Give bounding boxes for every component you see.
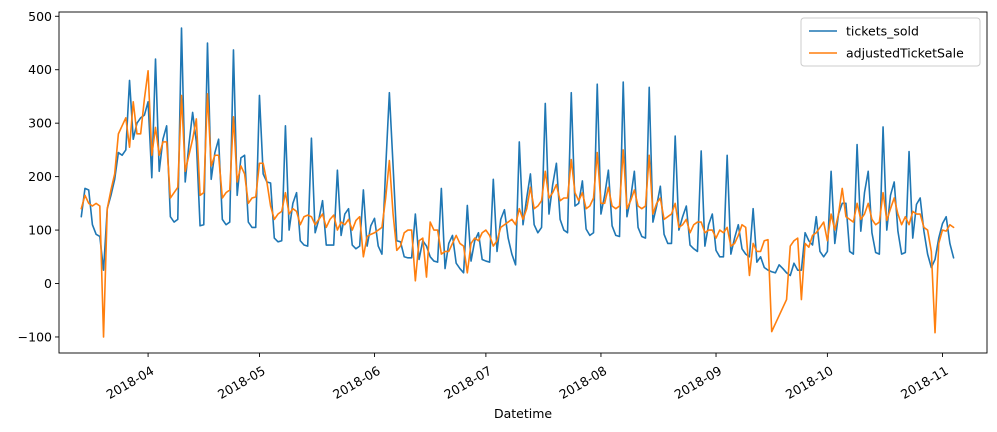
legend: tickets_sold adjustedTicketSale: [800, 17, 981, 67]
y-tick-label: 500: [28, 9, 52, 24]
plot-frame: [58, 11, 988, 354]
legend-label: tickets_sold: [846, 24, 919, 39]
x-axis-title: Datetime: [494, 406, 552, 421]
y-tick-label: 400: [28, 62, 52, 77]
y-tick-label: 100: [28, 223, 52, 238]
y-tick-label: 200: [28, 169, 52, 184]
legend-label: adjustedTicketSale: [846, 46, 964, 61]
y-tick-label: 300: [28, 116, 52, 131]
series-line-adjustedTicketSale: [80, 69, 955, 338]
y-axis: −100 0 100 200 300 400 500: [18, 9, 59, 344]
y-tick-label: −100: [18, 329, 52, 344]
series-layer: [80, 27, 955, 338]
y-tick-label: 0: [44, 276, 52, 291]
legend-box: [800, 17, 981, 67]
series-line-tickets_sold: [80, 27, 955, 277]
